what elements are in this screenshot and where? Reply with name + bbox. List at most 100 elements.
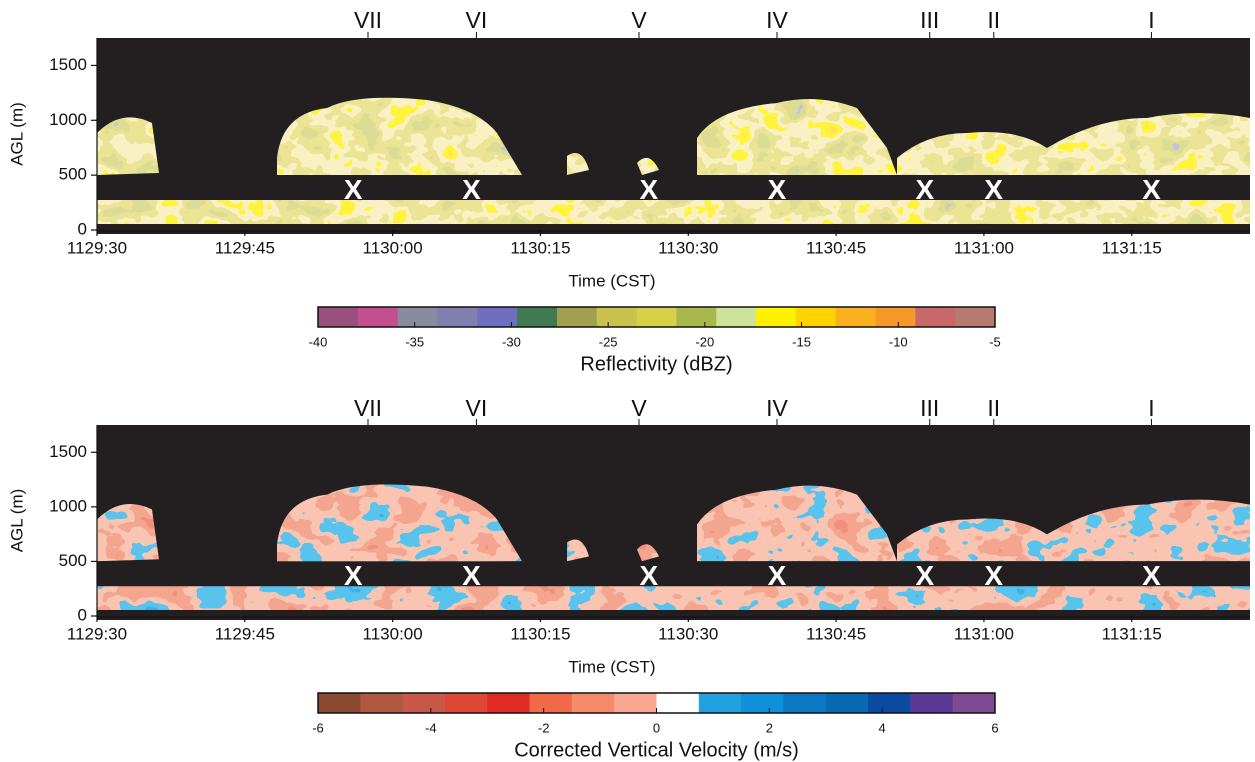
colorbar-tick-label: -6 [312,720,324,735]
event-label: III [920,395,939,421]
y-tick-label: 1000 [49,496,87,515]
x-tick-label: 1131:15 [1102,238,1162,257]
x-tick-label: 1129:30 [67,624,127,643]
event-marker: X [640,560,659,591]
x-tick-label: 1130:15 [510,624,570,643]
blind-zone [97,561,1250,587]
colorbar-frame [317,306,996,328]
colorbar-swatch [868,693,911,713]
event-label: V [631,395,647,421]
colorbar-tick-label: -5 [989,334,1001,349]
x-tick-label: 1130:30 [658,238,718,257]
colorbar-tick-label: 4 [879,720,886,735]
event-marker: X [915,174,934,205]
surface-band [97,224,1250,234]
colorbar-tick-label: -20 [695,334,714,349]
colorbar-swatch [357,307,399,327]
colorbar-swatch [614,693,657,713]
x-tick-label: 1130:45 [806,624,866,643]
event-label: I [1148,395,1154,421]
y-tick-label: 0 [78,605,87,624]
colorbar-label: Corrected Vertical Velocity (m/s) [514,739,799,761]
y-tick-label: 500 [59,551,87,570]
colorbar-tick-label: -30 [502,334,521,349]
event-label: VI [466,395,488,421]
y-axis-label: AGL (m) [7,489,26,553]
event-marker: X [462,560,481,591]
y-axis-label: AGL (m) [7,102,26,166]
colorbar-swatch [517,307,558,327]
colorbar-swatch [716,307,757,327]
event-label: III [920,7,939,33]
colorbar-swatch [477,307,518,327]
colorbar-swatch [360,693,404,713]
colorbar-tick-label: -2 [538,720,550,735]
x-tick-label: 1129:30 [67,238,127,257]
surface-band [97,610,1250,620]
colorbar-swatch [487,693,531,713]
x-tick-label: 1130:30 [658,624,718,643]
event-label: IV [766,7,788,33]
event-marker: X [1142,174,1161,205]
x-tick-label: 1131:00 [954,238,1014,257]
event-label: VI [466,7,488,33]
event-marker: X [344,560,363,591]
colorbar-tick-label: -10 [889,334,908,349]
event-label: II [987,7,1000,33]
y-tick-label: 500 [59,165,87,184]
x-tick-label: 1130:45 [806,238,866,257]
colorbar-tick-label: 0 [653,720,660,735]
x-tick-label: 1130:00 [363,238,423,257]
x-tick-label: 1130:15 [510,238,570,257]
x-axis-label: Time (CST) [568,271,655,290]
x-tick-label: 1131:15 [1102,624,1162,643]
event-marker: X [462,174,481,205]
colorbar-tick-label: 2 [766,720,773,735]
event-marker: X [640,174,659,205]
colorbar-swatch [656,693,700,713]
colorbar-swatch [571,693,615,713]
colorbar-label: Reflectivity (dBZ) [580,353,732,375]
event-label: VII [354,395,382,421]
event-label: VII [354,7,382,33]
event-marker: X [984,560,1003,591]
y-tick-label: 1500 [49,55,87,74]
colorbar-tick-label: -15 [792,334,811,349]
colorbar-swatch [556,307,598,327]
event-label: IV [766,395,788,421]
event-marker: X [768,174,787,205]
colorbar-swatch [529,693,573,713]
colorbar-swatch [835,307,877,327]
colorbar-swatch [952,693,996,713]
event-marker: X [344,174,363,205]
colorbar-tick-label: -35 [405,334,424,349]
colorbar-swatch [915,307,956,327]
event-label: V [631,7,647,33]
y-tick-label: 0 [78,219,87,238]
colorbar-swatch [875,307,916,327]
colorbar-swatch [402,693,446,713]
event-marker: X [1142,560,1161,591]
colorbar-swatch [756,307,797,327]
colorbar-swatch [698,693,742,713]
y-tick-label: 1000 [49,110,87,129]
colorbar-tick-label: 6 [991,720,998,735]
colorbar-swatch [397,307,438,327]
event-label: II [987,395,1000,421]
colorbar-swatch [318,307,359,327]
x-tick-label: 1129:45 [215,624,275,643]
colorbar-swatch [596,307,638,327]
colorbar-swatch [741,693,784,713]
blind-zone [97,175,1250,200]
event-marker: X [984,174,1003,205]
x-tick-label: 1130:00 [363,624,423,643]
colorbar-tick-label: -4 [425,720,437,735]
colorbar-swatch [318,693,361,713]
colorbar-swatch [955,307,996,327]
y-tick-label: 1500 [49,442,87,461]
colorbar-swatch [795,307,837,327]
event-marker: X [768,560,787,591]
colorbar-swatch [444,693,488,713]
colorbar-swatch [437,307,478,327]
